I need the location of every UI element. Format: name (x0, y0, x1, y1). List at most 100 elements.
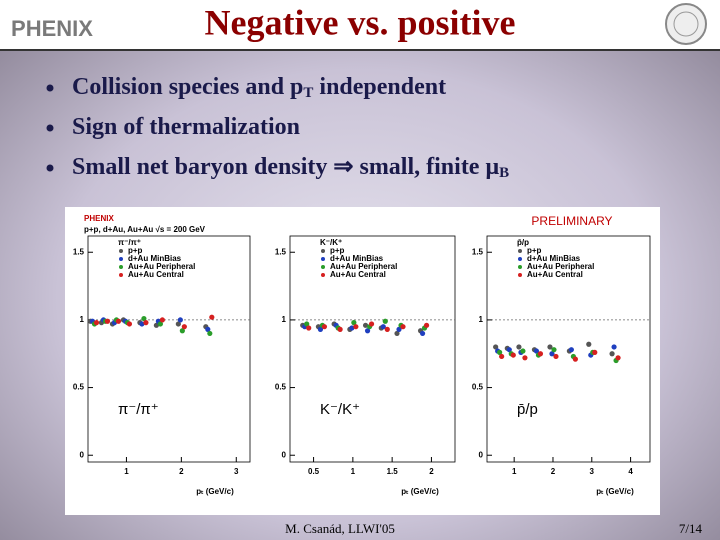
y-tick-label: 0.5 (472, 383, 484, 392)
x-tick-label: 1.5 (387, 467, 399, 476)
legend-label: Au+Au Central (128, 270, 184, 279)
panel-label: π⁻/π⁺ (118, 401, 159, 418)
data-point (157, 321, 163, 327)
y-tick-label: 0 (80, 450, 85, 459)
x-axis-label: pₜ (GeV/c) (196, 487, 234, 496)
x-tick-label: 4 (628, 467, 633, 476)
legend-marker (518, 249, 522, 253)
bullet-sub: B (499, 165, 509, 181)
panel-label: K⁻/K⁺ (320, 401, 360, 418)
x-axis-label: pₜ (GeV/c) (596, 487, 634, 496)
data-point (306, 325, 312, 331)
page-number: 7/14 (679, 521, 703, 536)
data-point (520, 348, 526, 354)
bullet-text: Sign of thermalization (72, 114, 300, 140)
legend-label: d+Au MinBias (330, 254, 384, 263)
data-point (93, 320, 100, 326)
data-point (353, 324, 359, 330)
data-point (177, 317, 183, 323)
bullet-main: Sign of thermalization (72, 114, 300, 140)
data-point (153, 322, 159, 328)
data-point (337, 326, 343, 332)
legend-marker (321, 249, 325, 253)
data-point (141, 315, 147, 322)
data-point (609, 351, 615, 357)
seal-inner (673, 11, 699, 37)
data-point (522, 355, 528, 361)
data-point (615, 355, 621, 361)
legend-title: K⁻/K⁺ (320, 238, 342, 247)
data-point (568, 347, 574, 353)
y-tick-label: 1 (80, 315, 85, 324)
data-point (364, 328, 371, 334)
data-point (126, 321, 133, 327)
header-band (0, 0, 720, 50)
data-point (553, 353, 559, 360)
data-point (175, 321, 181, 327)
data-point (104, 318, 111, 324)
y-tick-label: 1 (479, 315, 484, 324)
seal (665, 3, 707, 45)
bullet-text: Collision species and pT independent (72, 74, 446, 102)
legend-marker (321, 257, 325, 261)
data-point (493, 344, 499, 350)
data-point (384, 326, 390, 332)
bullet-main: Collision species and p (72, 74, 303, 100)
legend-label: Au+Au Peripheral (527, 262, 594, 271)
x-tick-label: 3 (590, 467, 595, 476)
legend-label: d+Au MinBias (128, 254, 182, 263)
data-point (351, 320, 357, 326)
legend-marker (119, 249, 123, 253)
plot-frame (87, 235, 251, 463)
x-tick-label: 1 (512, 467, 517, 476)
legend-label: p+p (128, 246, 143, 255)
legend-label: p+p (330, 246, 345, 255)
y-tick-label: 1.5 (472, 247, 484, 256)
data-point (209, 314, 215, 320)
x-tick-label: 0.5 (308, 467, 320, 476)
legend-label: Au+Au Peripheral (330, 262, 397, 271)
x-tick-label: 2 (179, 467, 184, 476)
data-point (400, 324, 406, 330)
legend-marker (119, 265, 123, 269)
data-point (499, 353, 505, 360)
data-point (510, 352, 516, 358)
legend-marker (119, 257, 123, 261)
y-tick-label: 1.5 (73, 247, 85, 256)
bullet-sub: T (303, 85, 313, 101)
bullet-dot (46, 164, 54, 172)
annotation: PRELIMINARY (531, 214, 612, 228)
logo: PHENIX (11, 16, 93, 41)
y-tick-label: 0 (479, 450, 484, 459)
legend-marker (518, 265, 522, 269)
bullet-main: Small net baryon density ⇒ small, finite… (72, 154, 499, 180)
data-point (380, 324, 386, 330)
x-tick-label: 2 (429, 467, 434, 476)
bullet-list: Collision species and pT independent Sign… (46, 74, 509, 182)
plot-frame (486, 235, 651, 463)
data-point (586, 341, 592, 347)
data-point (368, 321, 375, 327)
legend-label: p+p (527, 246, 542, 255)
panel-subheader: p+p, d+Au, Au+Au √s = 200 GeV (84, 225, 206, 234)
data-point (349, 325, 355, 331)
data-point (317, 326, 324, 332)
data-point (419, 330, 426, 337)
bullet-dot (46, 124, 54, 132)
bullet-text: Small net baryon density ⇒ small, finite… (72, 154, 509, 182)
data-point (497, 349, 503, 355)
x-tick-label: 3 (234, 467, 239, 476)
x-axis-label: pₜ (GeV/c) (401, 487, 439, 496)
data-point (362, 322, 369, 328)
y-tick-label: 0.5 (275, 383, 287, 392)
data-point (549, 351, 555, 357)
data-point (207, 330, 213, 337)
data-point (179, 328, 185, 334)
data-point (139, 321, 145, 327)
data-point (592, 349, 598, 355)
data-point (506, 347, 512, 353)
bullet-tail: independent (313, 74, 446, 100)
data-point (551, 347, 557, 353)
data-point (181, 324, 187, 330)
